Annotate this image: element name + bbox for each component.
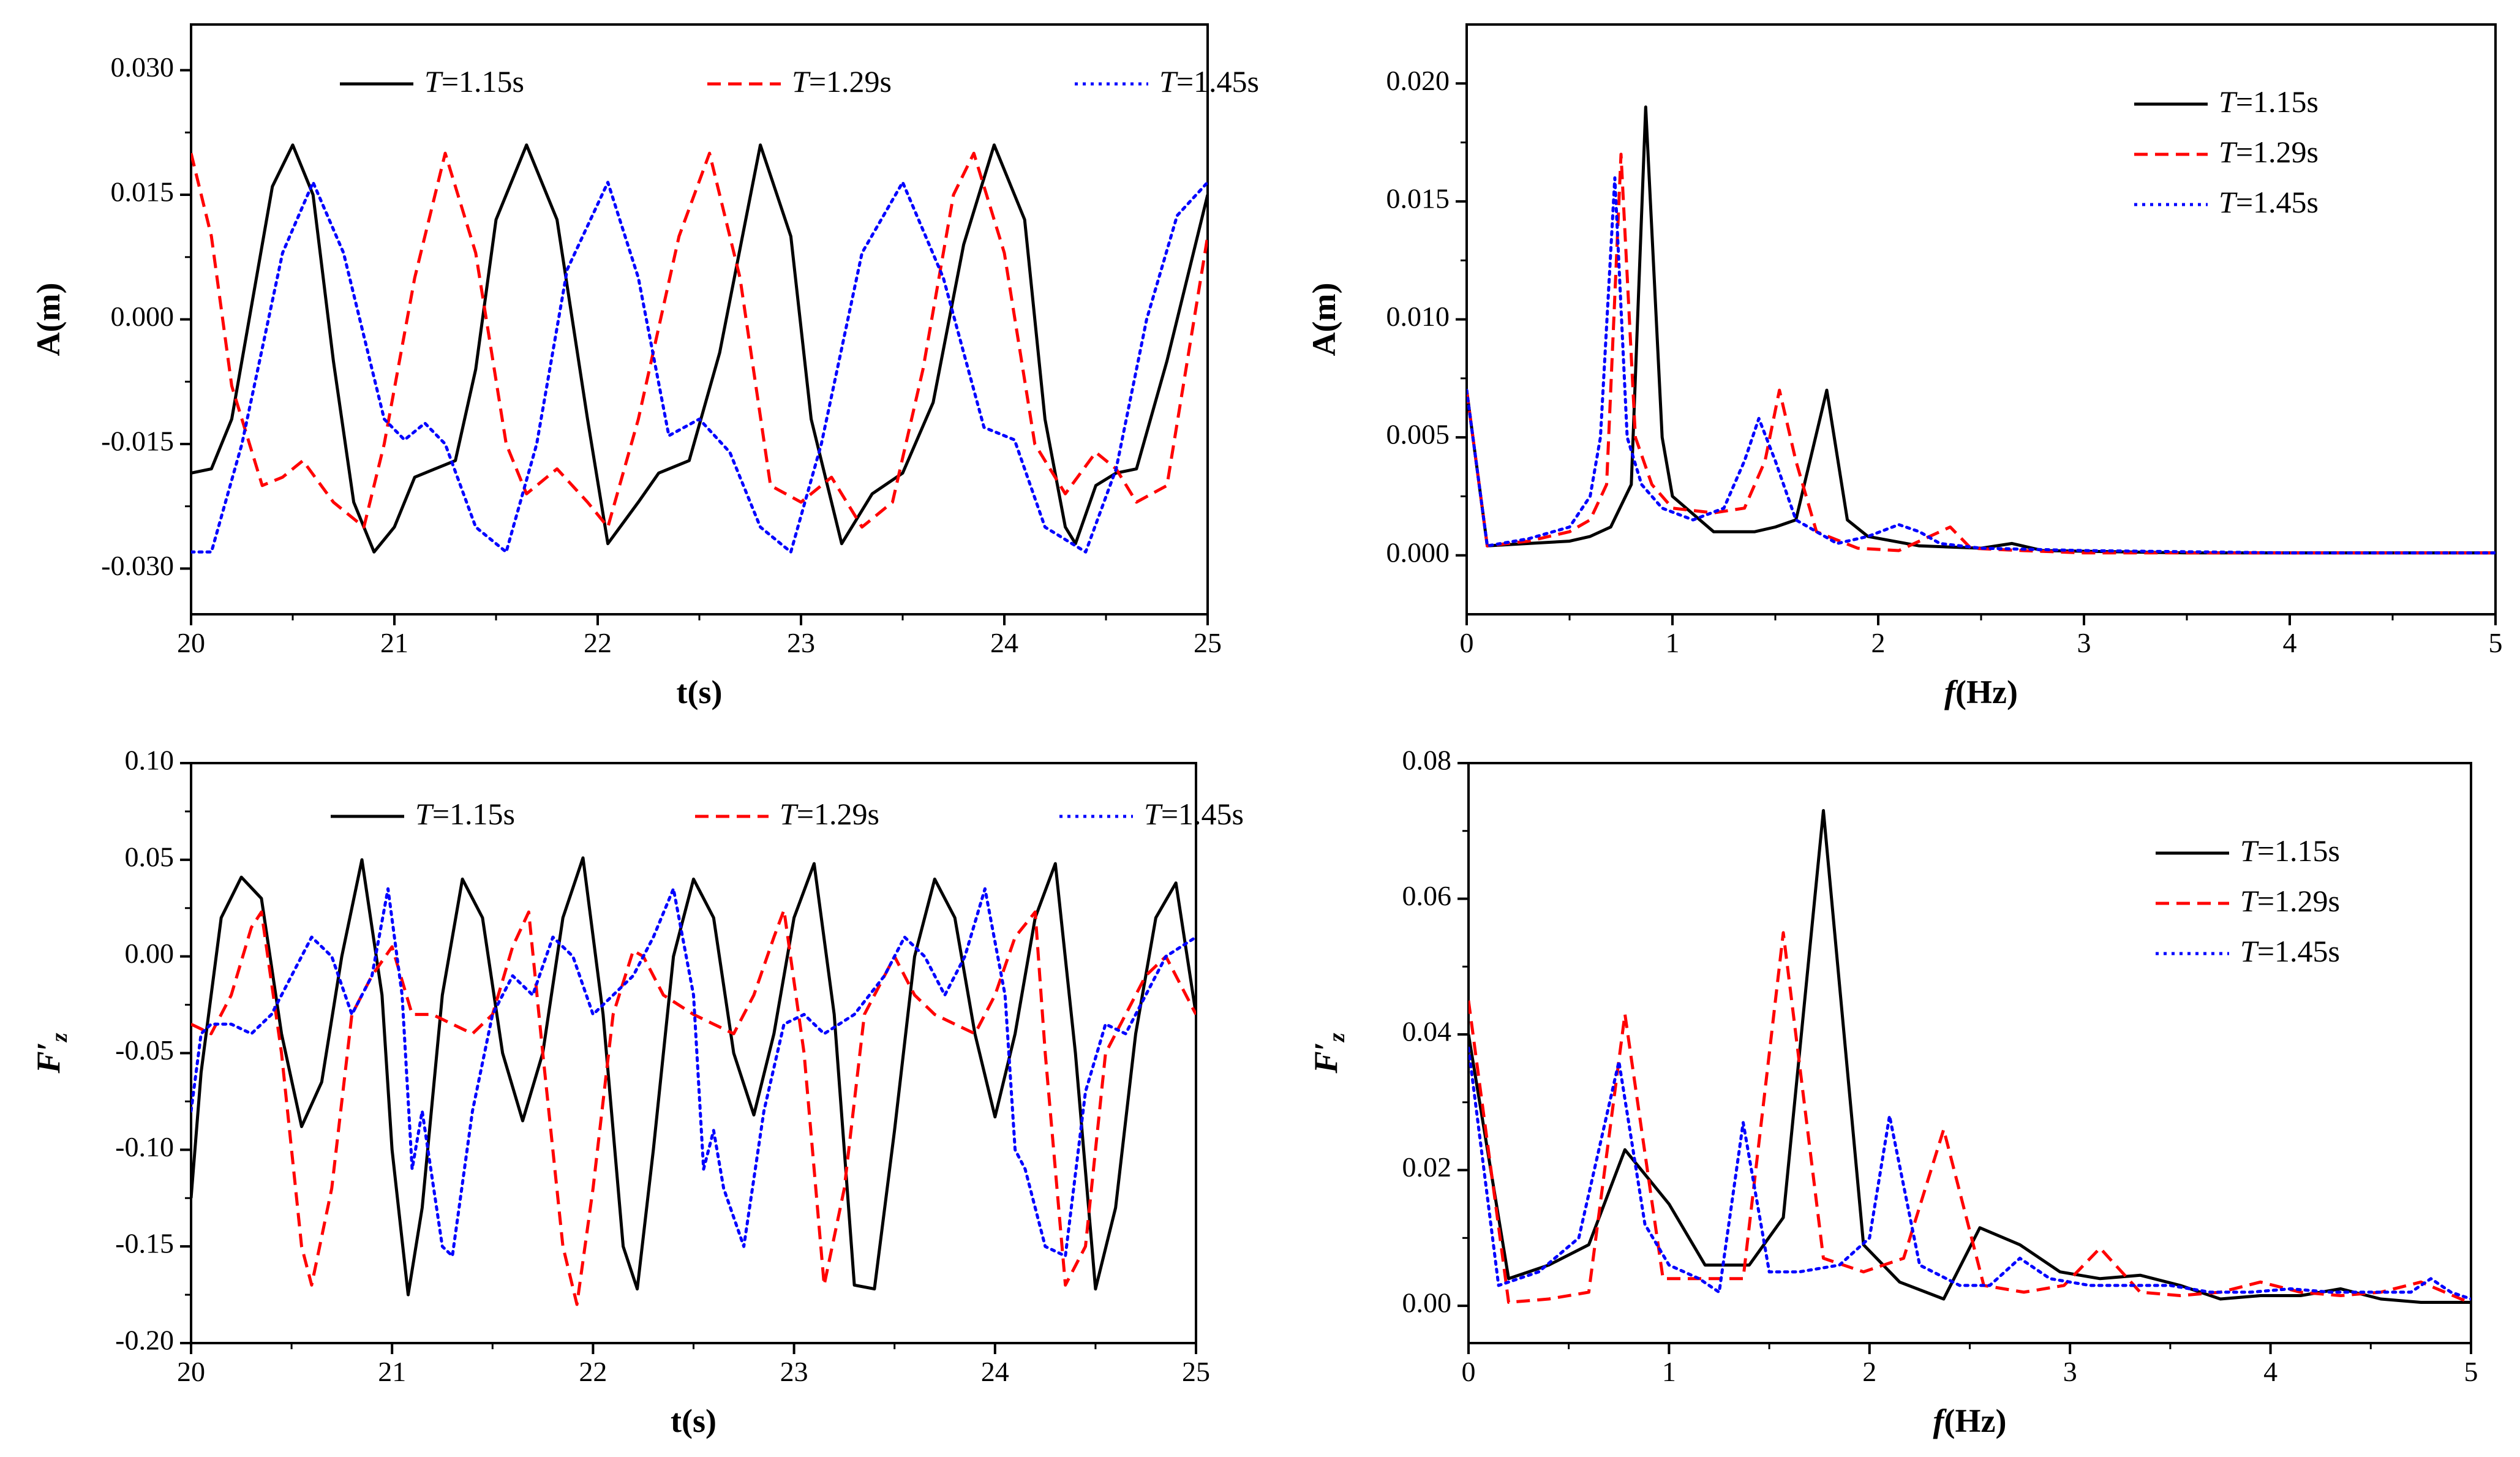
y-tick-label: 0.015 xyxy=(111,176,175,208)
x-tick-label: 21 xyxy=(380,627,408,658)
y-tick-label: 0.005 xyxy=(1386,419,1450,450)
x-tick-label: 3 xyxy=(2063,1356,2077,1387)
x-tick-label: 1 xyxy=(1662,1356,1676,1387)
x-tick-label: 22 xyxy=(584,627,612,658)
series-group xyxy=(191,856,1196,1306)
series-group xyxy=(191,143,1208,554)
series-line-2 xyxy=(191,151,1208,529)
y-tick-label: -0.15 xyxy=(115,1228,174,1259)
y-tick-label: -0.015 xyxy=(101,426,174,457)
x-tick-label: 4 xyxy=(2263,1356,2277,1387)
legend-label: T=1.29s xyxy=(780,797,879,831)
x-tick-label: 3 xyxy=(2077,627,2091,658)
x-tick-label: 2 xyxy=(1862,1356,1876,1387)
y-tick-label: 0.030 xyxy=(111,51,175,83)
x-tick-label: 5 xyxy=(2489,627,2503,658)
x-tick-label: 25 xyxy=(1194,627,1222,658)
series-line-1 xyxy=(1469,809,2471,1304)
x-tick-label: 2 xyxy=(1871,627,1886,658)
x-tick-label: 24 xyxy=(990,627,1018,658)
legend-label: T=1.29s xyxy=(792,64,892,99)
legend-label: T=1.29s xyxy=(2219,135,2319,169)
legend-label: T=1.29s xyxy=(2240,884,2340,918)
y-axis-label: A(m) xyxy=(1306,283,1342,356)
x-axis-label: t(s) xyxy=(671,1402,717,1439)
y-tick-label: 0.000 xyxy=(1386,536,1450,568)
y-tick-label: 0.06 xyxy=(1402,880,1452,911)
x-tick-label: 20 xyxy=(177,627,205,658)
y-tick-label: 0.02 xyxy=(1402,1151,1452,1183)
chart-panel-3: 20 21 22 23 24 25 0.10 0.05 0.00 -0.05 -0.10 -0.15 -… xyxy=(30,745,1244,1439)
series-group xyxy=(1467,105,2496,555)
series-line-3 xyxy=(191,887,1196,1258)
x-tick-label: 25 xyxy=(1182,1356,1210,1387)
legend: T=1.15s T=1.29s T=1.45s xyxy=(2134,85,2319,219)
legend: T=1.15s T=1.29s T=1.45s xyxy=(331,797,1244,831)
x-tick-label: 5 xyxy=(2464,1356,2478,1387)
y-tick-label: 0.015 xyxy=(1386,183,1450,214)
legend-label: T=1.45s xyxy=(1159,64,1259,99)
x-tick-label: 21 xyxy=(378,1356,406,1387)
chart-panel-2: 0 1 2 3 4 5 0.020 0.015 0.010 0.005 0.000 f(Hz) A(m)… xyxy=(1306,23,2503,710)
y-tick-label: -0.030 xyxy=(101,550,174,581)
chart-panel-4: 0 1 2 3 4 5 0.08 0.06 0.04 0.02 0.00 f(Hz) F′z T=1.15… xyxy=(1307,745,2478,1439)
x-tick-label: 20 xyxy=(177,1356,205,1387)
legend: T=1.15s T=1.29s T=1.45s xyxy=(340,64,1259,99)
chart-panel-1: 20 21 22 23 24 25 0.030 0.015 0.000 -0.015 -0.030 t… xyxy=(30,23,1259,710)
legend-label: T=1.15s xyxy=(2219,85,2319,119)
series-line-2 xyxy=(1467,152,2496,555)
series-line-3 xyxy=(1467,176,2496,555)
y-tick-label: -0.10 xyxy=(115,1131,174,1162)
series-line-1 xyxy=(191,143,1208,554)
series-line-3 xyxy=(191,181,1208,554)
legend-label: T=1.45s xyxy=(1144,797,1244,831)
legend-label: T=1.15s xyxy=(424,64,524,99)
legend-label: T=1.15s xyxy=(2240,834,2340,868)
y-tick-label: 0.00 xyxy=(125,938,175,969)
y-tick-label: 0.10 xyxy=(125,745,175,776)
y-axis-label: F′z xyxy=(30,1033,72,1074)
y-tick-label: -0.05 xyxy=(115,1034,174,1066)
legend-label: T=1.45s xyxy=(2240,934,2340,968)
x-tick-label: 1 xyxy=(1666,627,1680,658)
y-tick-label: 0.05 xyxy=(125,841,175,872)
y-tick-label: -0.20 xyxy=(115,1325,174,1356)
y-tick-label: 0.000 xyxy=(111,301,175,332)
y-tick-label: 0.00 xyxy=(1402,1287,1452,1319)
y-tick-label: 0.020 xyxy=(1386,65,1450,96)
y-axis-label: A(m) xyxy=(30,283,67,356)
x-tick-label: 23 xyxy=(780,1356,808,1387)
x-tick-label: 0 xyxy=(1460,627,1474,658)
x-tick-label: 22 xyxy=(579,1356,607,1387)
legend: T=1.15s T=1.29s T=1.45s xyxy=(2156,834,2340,968)
x-tick-label: 0 xyxy=(1462,1356,1476,1387)
y-tick-label: 0.010 xyxy=(1386,301,1450,332)
series-line-3 xyxy=(1469,1046,2471,1301)
x-axis-label: f(Hz) xyxy=(1944,674,2018,710)
y-axis-label: F′z xyxy=(1307,1033,1350,1074)
plot-frame xyxy=(190,23,1209,616)
series-line-2 xyxy=(191,908,1196,1306)
x-axis-label: t(s) xyxy=(677,674,723,710)
series-line-1 xyxy=(191,856,1196,1297)
y-tick-label: 0.04 xyxy=(1402,1016,1452,1047)
x-tick-label: 23 xyxy=(787,627,815,658)
y-tick-label: 0.08 xyxy=(1402,745,1452,776)
x-tick-label: 24 xyxy=(981,1356,1009,1387)
series-line-1 xyxy=(1467,105,2496,555)
x-axis-label: f(Hz) xyxy=(1933,1402,2007,1439)
series-group xyxy=(1469,809,2471,1304)
legend-label: T=1.45s xyxy=(2219,185,2319,219)
x-tick-label: 4 xyxy=(2283,627,2297,658)
legend-label: T=1.15s xyxy=(415,797,515,831)
